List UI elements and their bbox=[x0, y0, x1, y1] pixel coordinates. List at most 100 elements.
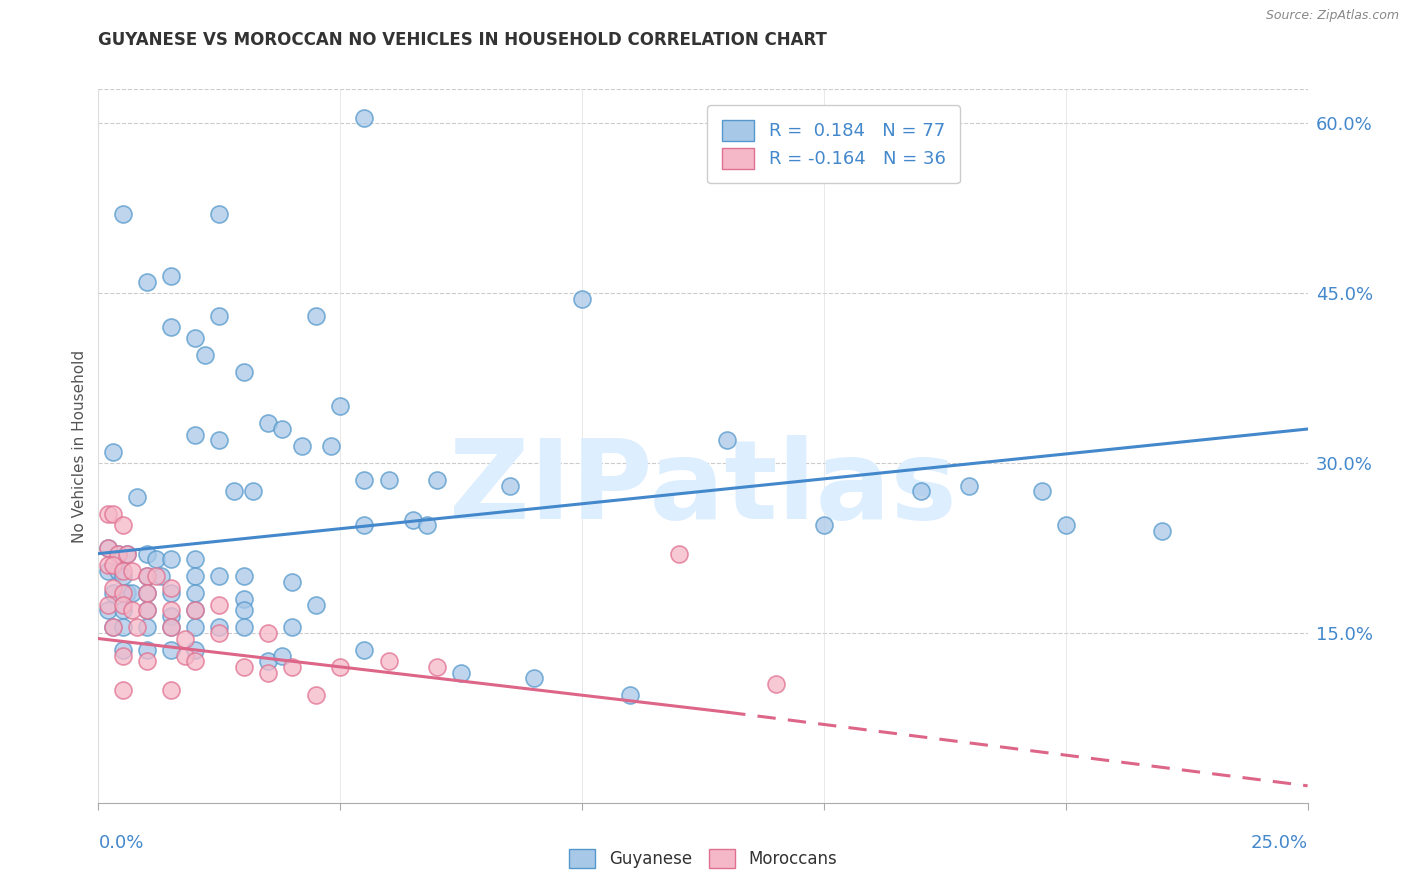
Point bbox=[377, 654, 399, 668]
Point bbox=[135, 586, 157, 600]
Point bbox=[232, 660, 254, 674]
Point bbox=[107, 564, 129, 578]
Point bbox=[111, 586, 134, 600]
Point bbox=[135, 547, 157, 561]
Point bbox=[305, 688, 328, 702]
Point bbox=[135, 654, 157, 668]
Point bbox=[117, 586, 139, 600]
Legend: Guyanese, Moroccans: Guyanese, Moroccans bbox=[562, 842, 844, 875]
Point bbox=[160, 620, 183, 634]
Point bbox=[498, 478, 520, 492]
Point bbox=[111, 564, 134, 578]
Point bbox=[426, 473, 449, 487]
Point bbox=[957, 478, 980, 492]
Point bbox=[107, 547, 129, 561]
Point bbox=[290, 439, 312, 453]
Point bbox=[353, 643, 375, 657]
Point bbox=[208, 434, 231, 448]
Point bbox=[101, 507, 124, 521]
Point bbox=[232, 591, 254, 606]
Point bbox=[111, 207, 134, 221]
Point bbox=[256, 626, 278, 640]
Point bbox=[135, 620, 157, 634]
Point bbox=[111, 569, 134, 583]
Point bbox=[135, 586, 157, 600]
Point bbox=[97, 598, 120, 612]
Point bbox=[208, 309, 231, 323]
Point bbox=[208, 598, 231, 612]
Point bbox=[160, 682, 183, 697]
Point bbox=[135, 603, 157, 617]
Point bbox=[1031, 484, 1053, 499]
Point bbox=[160, 586, 183, 600]
Point bbox=[184, 331, 207, 345]
Point bbox=[426, 660, 449, 674]
Point bbox=[111, 620, 134, 634]
Point bbox=[174, 648, 197, 663]
Point bbox=[353, 111, 375, 125]
Point bbox=[107, 547, 129, 561]
Point bbox=[160, 269, 183, 284]
Point bbox=[97, 541, 120, 555]
Point bbox=[377, 473, 399, 487]
Point bbox=[97, 541, 120, 555]
Point bbox=[319, 439, 342, 453]
Point bbox=[135, 275, 157, 289]
Point bbox=[619, 688, 641, 702]
Point bbox=[305, 598, 328, 612]
Point bbox=[765, 677, 787, 691]
Point bbox=[184, 552, 207, 566]
Point bbox=[353, 473, 375, 487]
Point bbox=[101, 444, 124, 458]
Point bbox=[97, 507, 120, 521]
Point bbox=[450, 665, 472, 680]
Point bbox=[256, 654, 278, 668]
Point bbox=[111, 603, 134, 617]
Text: 25.0%: 25.0% bbox=[1250, 834, 1308, 852]
Point bbox=[1152, 524, 1174, 538]
Text: 0.0%: 0.0% bbox=[98, 834, 143, 852]
Point bbox=[271, 648, 294, 663]
Point bbox=[281, 660, 304, 674]
Point bbox=[329, 660, 352, 674]
Point bbox=[111, 518, 134, 533]
Point bbox=[101, 586, 124, 600]
Point bbox=[242, 484, 264, 499]
Point bbox=[160, 620, 183, 634]
Point bbox=[523, 671, 546, 685]
Point bbox=[117, 547, 139, 561]
Text: Source: ZipAtlas.com: Source: ZipAtlas.com bbox=[1265, 9, 1399, 22]
Point bbox=[184, 643, 207, 657]
Point bbox=[121, 603, 143, 617]
Point bbox=[232, 603, 254, 617]
Point bbox=[111, 643, 134, 657]
Point bbox=[416, 518, 439, 533]
Point bbox=[101, 558, 124, 572]
Point bbox=[150, 569, 173, 583]
Point bbox=[281, 620, 304, 634]
Point bbox=[668, 547, 690, 561]
Point bbox=[160, 581, 183, 595]
Point bbox=[111, 598, 134, 612]
Point bbox=[184, 586, 207, 600]
Point bbox=[117, 547, 139, 561]
Point bbox=[208, 569, 231, 583]
Point bbox=[232, 620, 254, 634]
Point bbox=[111, 682, 134, 697]
Point bbox=[813, 518, 835, 533]
Point bbox=[208, 626, 231, 640]
Point bbox=[910, 484, 932, 499]
Point bbox=[174, 632, 197, 646]
Point bbox=[256, 417, 278, 431]
Point bbox=[111, 648, 134, 663]
Point bbox=[121, 586, 143, 600]
Point bbox=[135, 643, 157, 657]
Point bbox=[184, 603, 207, 617]
Point bbox=[160, 552, 183, 566]
Point bbox=[127, 490, 149, 504]
Point bbox=[97, 558, 120, 572]
Y-axis label: No Vehicles in Household: No Vehicles in Household bbox=[72, 350, 87, 542]
Point bbox=[145, 552, 167, 566]
Point bbox=[402, 513, 425, 527]
Point bbox=[160, 603, 183, 617]
